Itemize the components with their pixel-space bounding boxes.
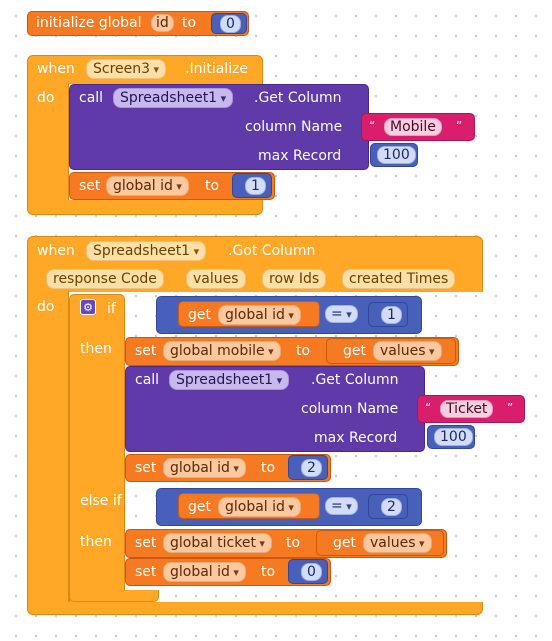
param-dropdown[interactable]: values: [363, 533, 432, 553]
to-label: to: [205, 178, 220, 194]
to-label: to: [261, 564, 276, 580]
variable-dropdown[interactable]: global ticket: [163, 533, 272, 553]
get-variable-block[interactable]: get global id: [178, 493, 320, 519]
event-body-left: [27, 83, 69, 203]
close-quote-icon: ”: [456, 119, 463, 133]
close-quote-icon: ”: [507, 401, 514, 415]
to-label: to: [286, 535, 301, 551]
number-block[interactable]: 1: [232, 173, 272, 198]
number-value[interactable]: 2: [301, 459, 322, 477]
column-name-label: column Name: [301, 401, 399, 417]
to-label: to: [296, 343, 311, 359]
get-param-block[interactable]: get values: [326, 338, 456, 364]
get-param-block[interactable]: get values: [316, 530, 444, 556]
number-value[interactable]: 100: [434, 428, 473, 446]
get-label: get: [343, 343, 366, 359]
variable-dropdown[interactable]: global id: [218, 305, 301, 325]
spreadsheet-component-dropdown[interactable]: Spreadsheet1: [113, 88, 234, 108]
event-param[interactable]: created Times: [342, 269, 456, 289]
number-block[interactable]: 2: [368, 494, 408, 519]
gear-icon[interactable]: ⚙: [80, 299, 96, 315]
initialize-global-label: initialize global: [36, 15, 142, 31]
to-label: to: [261, 460, 276, 476]
if-left-column: [69, 308, 125, 602]
set-label: set: [135, 460, 157, 476]
variable-dropdown[interactable]: global mobile: [163, 341, 281, 361]
event-footer: [27, 602, 483, 615]
method-label: .Get Column: [311, 372, 399, 388]
event-body-left: [27, 291, 69, 605]
param-dropdown[interactable]: values: [373, 341, 442, 361]
number-block[interactable]: 2: [288, 455, 328, 480]
event-param[interactable]: values: [186, 269, 246, 289]
initialize-global-block[interactable]: initialize global id to 0: [27, 11, 249, 36]
number-block[interactable]: 100: [427, 425, 475, 449]
number-value[interactable]: 0: [301, 563, 322, 581]
open-quote-icon: “: [369, 119, 376, 133]
number-block[interactable]: 0: [211, 13, 247, 34]
text-value[interactable]: Mobile: [384, 118, 442, 136]
when-label: when: [37, 243, 75, 259]
max-record-label: max Record: [258, 148, 342, 164]
if-label: if: [107, 301, 116, 317]
number-value[interactable]: 1: [245, 177, 266, 195]
do-label: do: [37, 90, 55, 106]
get-label: get: [188, 499, 211, 515]
operator-dropdown[interactable]: =: [325, 497, 358, 515]
set-label: set: [79, 178, 101, 194]
set-label: set: [135, 343, 157, 359]
variable-dropdown[interactable]: global id: [106, 176, 189, 196]
get-variable-block[interactable]: get global id: [178, 301, 320, 327]
event-footer: [27, 200, 263, 215]
text-value[interactable]: Ticket: [440, 400, 494, 418]
number-block[interactable]: 100: [370, 143, 418, 167]
max-record-label: max Record: [314, 430, 398, 446]
component-dropdown[interactable]: Screen3: [86, 59, 167, 79]
call-label: call: [79, 90, 104, 106]
event-name-label: .Initialize: [185, 61, 249, 77]
variable-dropdown[interactable]: global id: [218, 497, 301, 517]
set-label: set: [135, 564, 157, 580]
text-block[interactable]: “ Mobile ”: [361, 113, 475, 141]
event-param[interactable]: row Ids: [262, 269, 327, 289]
number-value[interactable]: 100: [377, 146, 416, 164]
if-footer: [69, 590, 159, 602]
event-param[interactable]: response Code: [46, 269, 164, 289]
get-label: get: [188, 307, 211, 323]
number-value[interactable]: 0: [220, 15, 241, 33]
get-label: get: [333, 535, 356, 551]
open-quote-icon: “: [425, 401, 432, 415]
spreadsheet-component-dropdown[interactable]: Spreadsheet1: [169, 370, 290, 390]
do-label: do: [37, 299, 55, 315]
set-label: set: [135, 535, 157, 551]
number-block[interactable]: 1: [368, 302, 408, 327]
if-else-block[interactable]: [69, 294, 125, 309]
component-dropdown[interactable]: Spreadsheet1: [86, 241, 207, 261]
then-label: then: [80, 534, 112, 550]
number-value[interactable]: 2: [381, 498, 402, 516]
variable-dropdown[interactable]: global id: [163, 562, 246, 582]
when-label: when: [37, 61, 75, 77]
operator-dropdown[interactable]: =: [325, 305, 358, 323]
variable-dropdown[interactable]: global id: [163, 458, 246, 478]
to-label: to: [182, 15, 197, 31]
then-label: then: [80, 341, 112, 357]
column-name-label: column Name: [245, 119, 343, 135]
event-name-label: .Got Column: [228, 243, 316, 259]
text-block[interactable]: “ Ticket ”: [417, 395, 525, 423]
number-value[interactable]: 1: [381, 306, 402, 324]
method-label: .Get Column: [254, 90, 342, 106]
variable-name-field[interactable]: id: [151, 14, 174, 32]
number-block[interactable]: 0: [288, 559, 328, 584]
else-if-label: else if: [80, 493, 122, 509]
call-label: call: [135, 372, 160, 388]
